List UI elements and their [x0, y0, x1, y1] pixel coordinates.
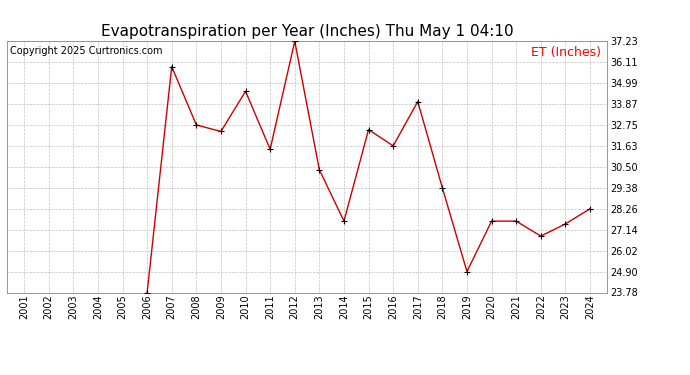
- Text: Copyright 2025 Curtronics.com: Copyright 2025 Curtronics.com: [10, 46, 162, 56]
- Text: ET (Inches): ET (Inches): [531, 46, 601, 59]
- Title: Evapotranspiration per Year (Inches) Thu May 1 04:10: Evapotranspiration per Year (Inches) Thu…: [101, 24, 513, 39]
